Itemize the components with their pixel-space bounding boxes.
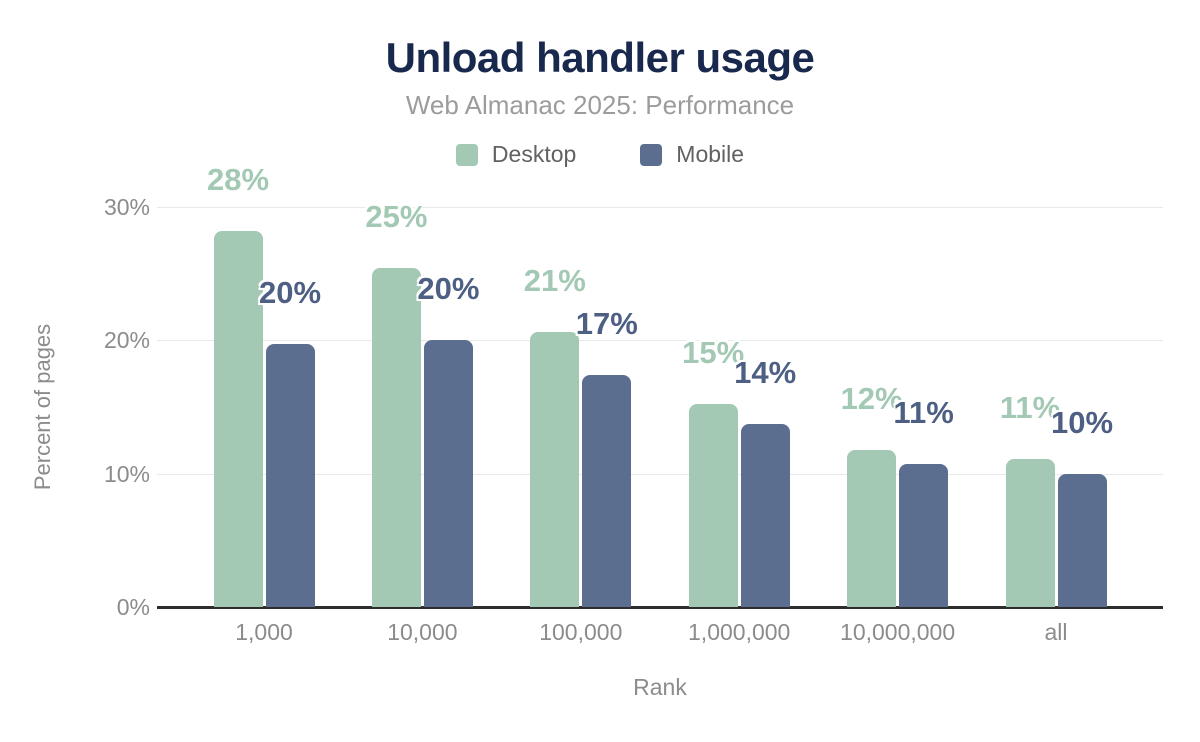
chart-subtitle: Web Almanac 2025: Performance <box>405 90 795 120</box>
y-tick-label: 0% <box>116 594 150 620</box>
desktop-bar-1,000 <box>213 231 263 607</box>
mobile-value-label: 14% <box>734 355 797 391</box>
desktop-bar-1,000,000 <box>688 404 738 607</box>
gridline-30% <box>157 207 1163 208</box>
x-tick-label: 10,000,000 <box>840 619 956 645</box>
mobile-bar-100,000 <box>582 375 632 607</box>
desktop-bar-all <box>1005 459 1055 607</box>
y-tick-label: 20% <box>103 327 150 354</box>
desktop-value-label: 15% <box>682 335 745 371</box>
legend-item-mobile: Mobile <box>640 141 744 168</box>
y-tick-label: 30% <box>103 194 150 220</box>
x-axis-title: Rank <box>633 674 687 700</box>
desktop-value-label: 11% <box>999 390 1061 425</box>
legend-item-desktop: Desktop <box>455 141 577 168</box>
legend-label-mobile: Mobile <box>676 141 745 167</box>
mobile-bar-10,000 <box>423 340 473 607</box>
gridline-10% <box>157 473 1163 475</box>
x-tick-label: 100,000 <box>539 619 623 645</box>
mobile-value-label: 20% <box>258 275 322 311</box>
desktop-bar-100,000 <box>530 332 580 607</box>
x-tick-label: 1,000 <box>235 619 293 645</box>
mobile-value-label: 11% <box>893 395 954 431</box>
mobile-bar-10,000,000 <box>899 464 949 607</box>
y-tick-label: 10% <box>103 460 150 487</box>
mobile-bar-all <box>1057 473 1107 607</box>
x-tick-label: 10,000 <box>387 619 458 645</box>
desktop-value-label: 12% <box>840 380 903 416</box>
x-axis-line <box>157 606 1163 609</box>
legend: Desktop Mobile <box>0 141 1200 168</box>
mobile-bar-1,000 <box>265 344 315 607</box>
desktop-swatch-icon <box>455 143 478 166</box>
mobile-value-label: 20% <box>417 271 480 307</box>
desktop-bar-10,000,000 <box>847 449 897 607</box>
legend-label-desktop: Desktop <box>491 141 577 167</box>
desktop-value-label: 25% <box>365 199 428 235</box>
mobile-swatch-icon <box>640 143 663 166</box>
gridline-20% <box>157 340 1163 342</box>
chart-title: Unload handler usage <box>385 34 815 81</box>
mobile-value-label: 17% <box>575 306 638 341</box>
desktop-value-label: 21% <box>523 263 586 299</box>
desktop-bar-10,000 <box>371 268 421 607</box>
mobile-value-label: 10% <box>1050 404 1114 440</box>
mobile-bar-1,000,000 <box>740 424 790 607</box>
x-tick-label: 1,000,000 <box>688 619 791 645</box>
desktop-value-label: 28% <box>206 162 270 197</box>
x-tick-label: all <box>1044 619 1068 645</box>
